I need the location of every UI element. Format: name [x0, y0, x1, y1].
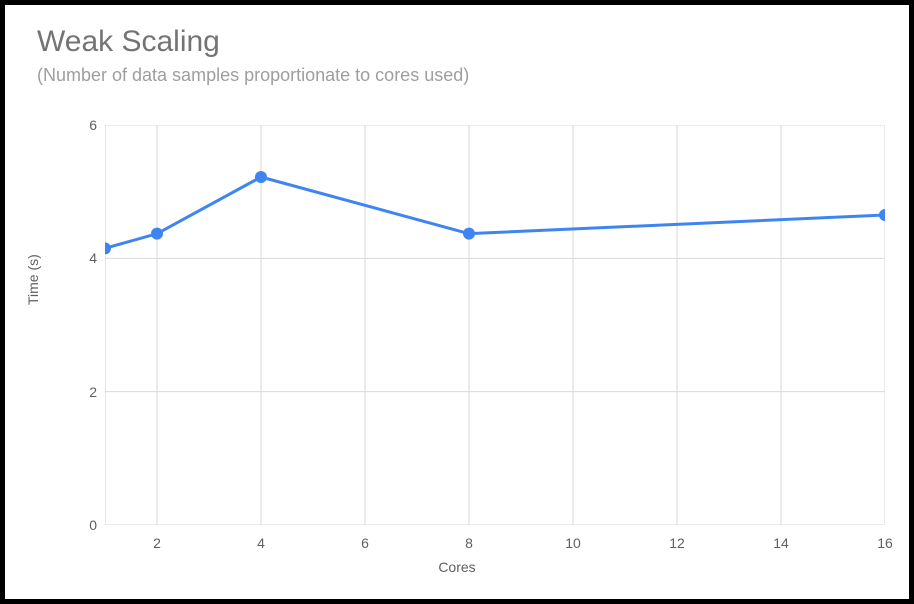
y-tick: 4	[77, 250, 97, 266]
x-tick: 2	[153, 535, 161, 551]
y-axis-label: Time (s)	[25, 254, 41, 305]
x-tick: 12	[669, 535, 685, 551]
y-tick: 2	[77, 384, 97, 400]
y-tick: 6	[77, 117, 97, 133]
plot-area	[105, 125, 885, 525]
y-tick: 0	[77, 517, 97, 533]
chart-subtitle: (Number of data samples proportionate to…	[37, 65, 469, 86]
x-tick: 6	[361, 535, 369, 551]
chart-title: Weak Scaling	[37, 25, 220, 59]
x-tick: 16	[877, 535, 893, 551]
x-tick: 10	[565, 535, 581, 551]
x-tick: 14	[773, 535, 789, 551]
chart-frame: Weak Scaling (Number of data samples pro…	[0, 0, 914, 604]
x-axis-label: Cores	[5, 559, 909, 575]
x-tick: 4	[257, 535, 265, 551]
x-tick: 8	[465, 535, 473, 551]
